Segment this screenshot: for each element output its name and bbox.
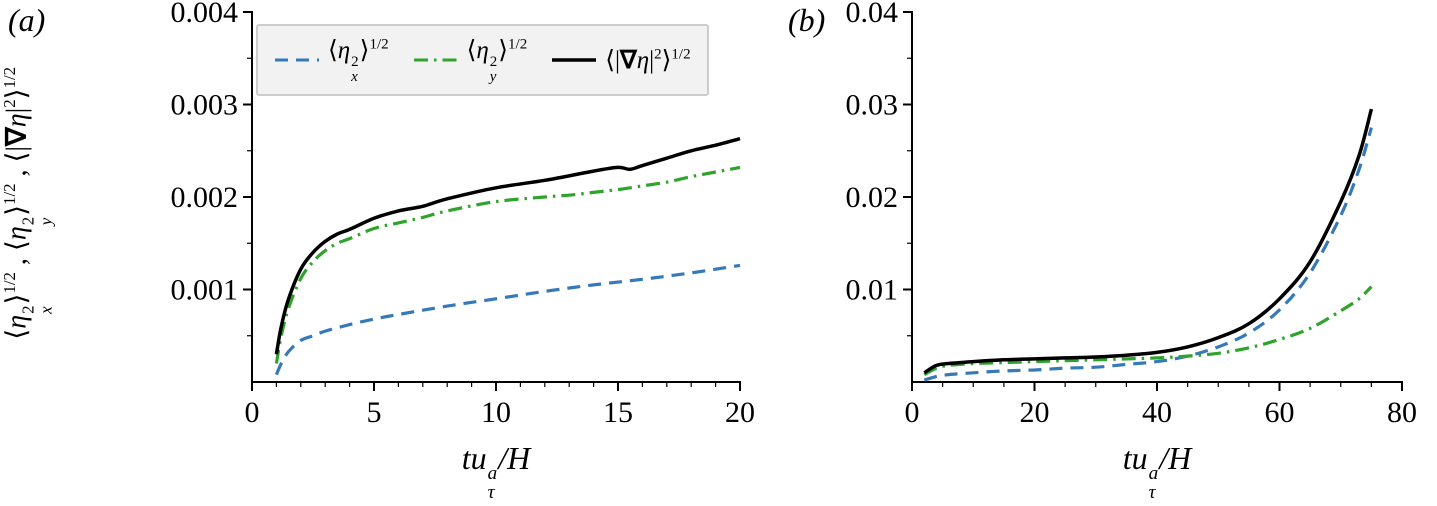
panel-a-curve-eta_x_rms — [274, 263, 741, 376]
legend-line-sample-eta_x — [275, 58, 319, 62]
panel-a-xtick-20: 20 — [725, 396, 755, 429]
legend-label-grad: ⟨|∇η|2⟩1/2 — [605, 46, 691, 75]
panel-b-ytick-0.01: 0.01 — [846, 274, 899, 307]
legend-entry-grad: ⟨|∇η|2⟩1/2 — [551, 45, 691, 75]
panel-a-x-axis-label: tu a τ/H — [461, 440, 531, 504]
panel-a-xtick-5: 5 — [367, 396, 382, 429]
legend-label-eta_x: ⟨η 2 x ⟩1/2 — [328, 36, 389, 85]
panel-a-axes: 0 5 10 15 20 0.001 0.002 0.003 0.004 — [171, 0, 756, 429]
panel-b-xtick-20: 20 — [1020, 396, 1050, 429]
legend-entry-eta_y: ⟨η 2 y ⟩1/2 — [413, 35, 528, 85]
panel-a-xtick-10: 10 — [481, 396, 511, 429]
panel-b-axes: 0 20 40 60 80 0.01 0.02 0.03 0.04 — [846, 0, 1418, 429]
legend-line-sample-grad — [552, 58, 597, 62]
legend-entry-eta_x: ⟨η 2 x ⟩1/2 — [274, 35, 389, 85]
panel-b-ytick-0.03: 0.03 — [846, 89, 899, 122]
panel-b-ytick-0.02: 0.02 — [846, 181, 899, 214]
panel-a-xtick-0: 0 — [245, 396, 260, 429]
panel-b-curve-eta_y_rms — [923, 285, 1373, 377]
legend: ⟨η 2 x ⟩1/2 ⟨η 2 y ⟩1/2 ⟨|∇η|2⟩1/2 — [256, 24, 709, 97]
panel-a-curve-grad_eta_rms — [274, 137, 741, 355]
panel-a-ytick-0.001: 0.001 — [171, 274, 239, 307]
panel-a-ytick-0.002: 0.002 — [171, 181, 239, 214]
panel-b-xtick-60: 60 — [1265, 396, 1295, 429]
panel-a-ytick-0.004: 0.004 — [171, 0, 239, 29]
legend-label-eta_y: ⟨η 2 y ⟩1/2 — [466, 36, 528, 85]
panel-a-ytick-0.003: 0.003 — [171, 89, 239, 122]
panel-b-xtick-40: 40 — [1142, 396, 1172, 429]
panel-b-ytick-0.04: 0.04 — [846, 0, 899, 29]
panel-a-series — [274, 137, 741, 376]
panel-a-y-axis-label: ⟨η 2 x ⟩1/2 , ⟨η 2 y ⟩1/2 , ⟨|∇η|2⟩1/2 — [0, 66, 56, 340]
legend-line-sample-eta_y — [413, 58, 458, 62]
panel-b-curve-eta_x_rms — [923, 127, 1373, 382]
panel-a-label: (a) — [8, 2, 46, 38]
panel-b-series — [923, 108, 1374, 382]
panel-b-xtick-80: 80 — [1387, 396, 1417, 429]
panel-a-curve-eta_y_rms — [274, 165, 741, 364]
panel-b-xtick-0: 0 — [905, 396, 920, 429]
panel-b-x-axis-label: tu a τ/H — [1122, 440, 1192, 504]
panel-b-curve-grad_eta_rms — [923, 108, 1374, 375]
panel-b-label: (b) — [788, 2, 826, 38]
panel-a-xtick-15: 15 — [603, 396, 633, 429]
